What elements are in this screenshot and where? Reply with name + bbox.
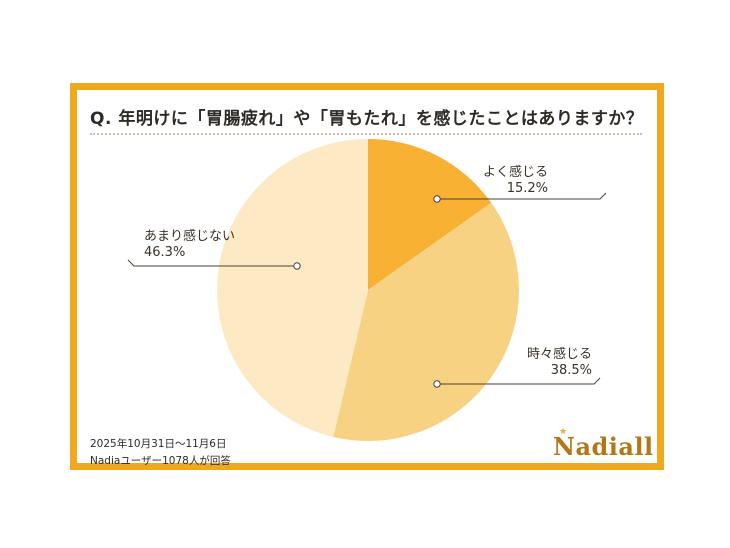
pie-slices <box>216 139 519 442</box>
slice-value-1: 38.5% <box>551 363 592 378</box>
survey-date: 2025年10月31日～11月6日 <box>90 438 227 450</box>
question-title: Q. 年明けに「胃腸疲れ」や「胃もたれ」を感じたことはありますか？ <box>90 109 644 129</box>
leader-dot-2 <box>293 262 301 270</box>
pie-slice-1 <box>333 202 519 442</box>
logo-mark: ll <box>634 432 654 461</box>
slice-label-0: よく感じる <box>483 164 548 180</box>
leader-dot-1 <box>433 380 441 388</box>
pie-slice-0 <box>368 139 492 290</box>
leader-dot-0 <box>433 195 441 203</box>
logo-text: Nadia <box>553 432 635 461</box>
nadia-logo: Nadiall <box>553 432 654 461</box>
logo-star-icon: ★ <box>559 427 568 437</box>
leader-line-0 <box>437 192 607 200</box>
slice-value-2: 46.3% <box>144 245 185 260</box>
pie-slice-2 <box>216 139 368 437</box>
slice-value-0: 15.2% <box>507 181 548 196</box>
slice-label-1: 時々感じる <box>527 346 592 362</box>
leader-line-1 <box>437 377 601 385</box>
title-divider <box>90 133 642 135</box>
leader-line-2 <box>127 259 297 267</box>
slice-label-2: あまり感じない <box>144 228 235 244</box>
leader-lines <box>127 192 607 388</box>
survey-respondents: Nadiaユーザー1078人が回答 <box>90 455 231 467</box>
